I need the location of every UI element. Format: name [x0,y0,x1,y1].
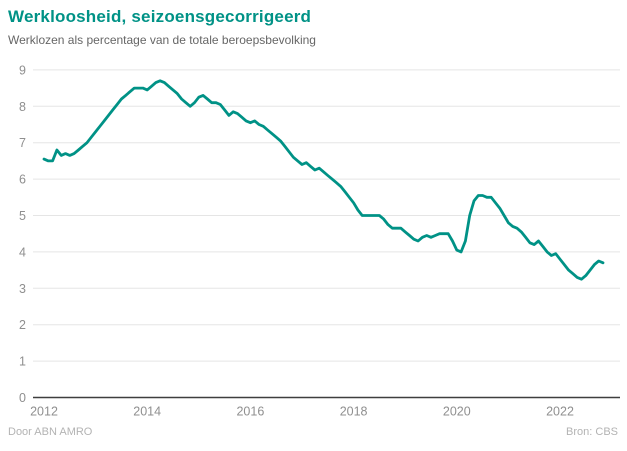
y-tick-label: 1 [19,355,26,369]
y-tick-label: 5 [19,209,26,223]
credit-label: Door ABN AMRO [8,426,93,438]
x-tick-label: 2022 [546,405,574,419]
unemployment-line-series [42,79,605,281]
page-title: Werkloosheid, seizoensgecorrigeerd [8,7,312,26]
x-tick-label: 2016 [236,405,264,419]
x-tick-label: 2018 [340,405,368,419]
y-tick-label: 0 [19,391,26,405]
x-tick-label: 2020 [443,405,471,419]
chart-footer: Door ABN AMRO Bron: CBS [8,426,618,438]
x-tick-label: 2012 [30,405,58,419]
y-tick-label: 6 [19,173,26,187]
chart-subtitle: Werklozen als percentage van de totale b… [8,33,316,47]
y-tick-label: 8 [19,100,26,114]
y-tick-label: 2 [19,318,26,332]
chart-header: Werkloosheid, seizoensgecorrigeerd Werkl… [8,7,619,47]
y-tick-label: 3 [19,282,26,296]
x-tick-label: 2014 [133,405,161,419]
y-tick-label: 9 [19,63,26,77]
y-tick-label: 7 [19,136,26,150]
y-tick-label: 4 [19,245,26,259]
source-label: Bron: CBS [566,426,618,438]
